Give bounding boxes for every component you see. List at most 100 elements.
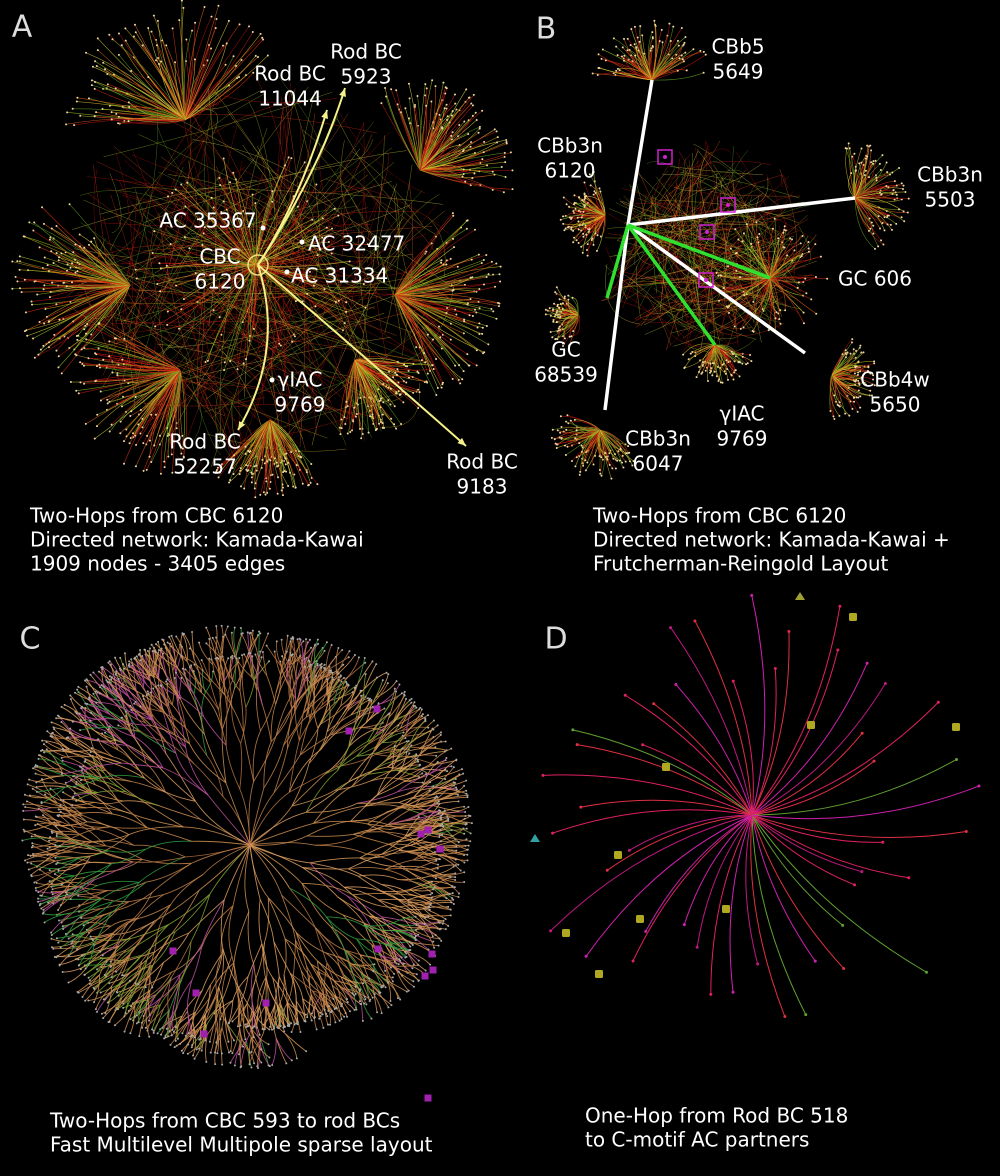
node xyxy=(874,247,877,250)
edge xyxy=(19,269,131,286)
node xyxy=(269,459,272,462)
tree-edge xyxy=(128,995,150,1012)
leaf xyxy=(87,976,90,979)
edge xyxy=(184,31,254,121)
tree-edge xyxy=(244,844,251,912)
edge xyxy=(66,284,131,289)
leaf xyxy=(432,940,435,943)
tree-edge xyxy=(384,974,399,999)
edge xyxy=(148,203,189,294)
node xyxy=(544,313,547,316)
node xyxy=(577,196,580,199)
node xyxy=(73,124,76,127)
leaf xyxy=(93,1001,96,1004)
tree-edge xyxy=(391,906,420,926)
node xyxy=(232,171,235,174)
node xyxy=(333,207,336,210)
node xyxy=(742,326,745,329)
node xyxy=(139,432,142,435)
edge xyxy=(349,359,356,432)
leaf xyxy=(169,1043,172,1046)
leaf xyxy=(353,1008,356,1011)
tree-edge xyxy=(280,1004,284,1028)
edge xyxy=(659,150,699,314)
edge xyxy=(845,148,856,199)
node xyxy=(872,378,875,381)
node xyxy=(551,336,554,339)
edge xyxy=(651,69,687,81)
node xyxy=(505,138,508,141)
node xyxy=(134,31,137,34)
leaf xyxy=(246,1025,249,1028)
tree-edge xyxy=(62,963,90,973)
edge xyxy=(145,240,327,260)
node xyxy=(171,191,174,194)
edge xyxy=(120,322,258,456)
edge xyxy=(79,312,328,439)
edge xyxy=(210,91,338,104)
edge xyxy=(228,419,271,483)
node xyxy=(902,210,905,213)
tree-edge xyxy=(127,892,153,924)
node xyxy=(48,296,51,299)
tree-edge xyxy=(363,974,381,993)
tree-edge xyxy=(315,927,347,951)
edge xyxy=(650,197,661,216)
node xyxy=(598,187,601,190)
tree-edge xyxy=(408,851,442,856)
leaf xyxy=(428,906,431,909)
leaf xyxy=(67,937,70,940)
edge xyxy=(601,294,617,301)
edge xyxy=(354,359,373,415)
node xyxy=(838,401,841,404)
tree-edge xyxy=(78,895,101,899)
tree-edge xyxy=(398,850,431,854)
node xyxy=(572,210,575,213)
tree-edge xyxy=(284,1033,298,1059)
edge xyxy=(562,314,579,344)
tree-edge xyxy=(441,849,468,855)
node xyxy=(261,36,264,39)
node xyxy=(886,223,889,226)
edge xyxy=(665,192,767,350)
leaf xyxy=(310,1019,313,1022)
node xyxy=(702,71,705,74)
node xyxy=(214,26,217,29)
node xyxy=(108,400,111,403)
leaf xyxy=(310,1012,313,1015)
node xyxy=(193,58,196,61)
node xyxy=(345,310,348,313)
edge xyxy=(354,359,428,383)
tree-edge xyxy=(89,968,112,985)
tree-edge xyxy=(381,845,411,855)
leaf xyxy=(95,1010,98,1013)
edge xyxy=(100,369,181,392)
tree-edge xyxy=(309,862,348,897)
node xyxy=(378,422,381,425)
edge xyxy=(657,160,772,189)
node xyxy=(505,140,508,143)
leaf xyxy=(359,988,362,991)
node xyxy=(42,288,45,291)
tree-edge xyxy=(359,841,397,859)
edge xyxy=(184,77,238,121)
leaf xyxy=(244,1023,247,1026)
tree-edge xyxy=(175,893,211,932)
node xyxy=(676,39,679,42)
edge xyxy=(661,203,792,328)
node xyxy=(623,59,626,62)
node xyxy=(52,261,55,264)
leaf xyxy=(124,1012,127,1015)
leaf xyxy=(322,1026,325,1029)
edge xyxy=(227,111,289,189)
node xyxy=(87,97,90,100)
node xyxy=(85,332,88,335)
tree-edge xyxy=(259,978,267,1007)
node xyxy=(573,418,576,421)
node xyxy=(210,15,213,18)
tree-edge xyxy=(384,974,392,1002)
node xyxy=(385,95,388,98)
node xyxy=(390,88,393,91)
edge xyxy=(604,265,723,341)
node xyxy=(567,298,570,301)
